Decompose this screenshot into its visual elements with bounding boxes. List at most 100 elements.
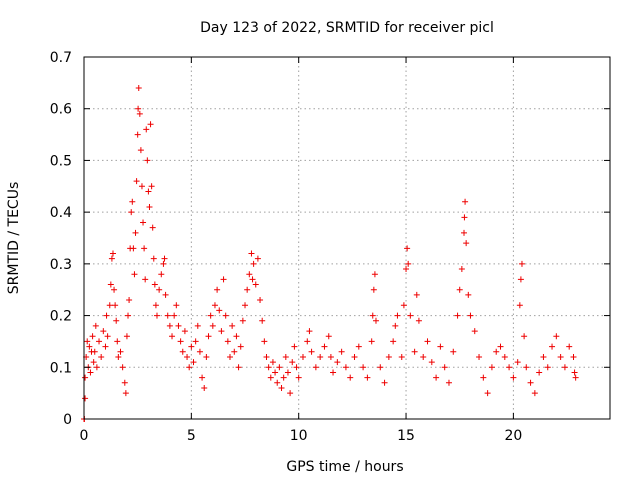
axis-ticks: 0 5 10 15 20 0 0.1 0.2 0.3 0.4 0.5 0.6 0.7 xyxy=(50,50,610,444)
data-point xyxy=(181,328,188,335)
data-point xyxy=(392,322,399,329)
data-point xyxy=(149,224,156,231)
data-point xyxy=(248,250,255,257)
data-point xyxy=(370,286,377,293)
data-point xyxy=(488,364,495,371)
data-points xyxy=(81,85,579,422)
data-point xyxy=(144,157,151,164)
data-point xyxy=(295,374,302,381)
data-point xyxy=(237,343,244,350)
data-point xyxy=(108,255,115,262)
data-point xyxy=(229,322,236,329)
y-tick-label: 0.5 xyxy=(50,153,72,169)
data-point xyxy=(347,374,354,381)
data-point xyxy=(484,390,491,397)
data-point xyxy=(293,364,300,371)
data-point xyxy=(521,333,528,340)
data-point xyxy=(312,364,319,371)
data-point xyxy=(117,348,124,355)
y-tick-label: 0.1 xyxy=(50,360,72,376)
data-point xyxy=(272,369,279,376)
data-point xyxy=(400,302,407,309)
data-point xyxy=(404,245,411,252)
data-point xyxy=(82,374,89,381)
data-point xyxy=(201,384,208,391)
data-point xyxy=(86,343,93,350)
y-tick-label: 0.7 xyxy=(50,50,72,66)
data-point xyxy=(106,302,113,309)
data-point xyxy=(82,395,89,402)
data-point xyxy=(131,271,138,278)
data-point xyxy=(458,266,465,273)
data-point xyxy=(104,333,111,340)
data-point xyxy=(411,348,418,355)
data-point xyxy=(161,255,168,262)
data-point xyxy=(441,364,448,371)
data-point xyxy=(190,359,197,366)
data-point xyxy=(142,276,149,283)
data-point xyxy=(517,276,524,283)
data-point xyxy=(369,312,376,319)
data-point xyxy=(162,291,169,298)
x-tick-label: 15 xyxy=(397,428,415,444)
data-point xyxy=(214,286,221,293)
data-point xyxy=(261,338,268,345)
data-point xyxy=(107,281,114,288)
data-point xyxy=(211,302,218,309)
data-point xyxy=(169,333,176,340)
y-axis-label: SRMTID / TECUs xyxy=(6,182,22,295)
data-point xyxy=(246,271,253,278)
data-point xyxy=(467,312,474,319)
data-point xyxy=(153,312,160,319)
data-point xyxy=(462,198,469,205)
data-point xyxy=(571,369,578,376)
data-point xyxy=(224,338,231,345)
data-point xyxy=(527,379,534,386)
data-point xyxy=(239,317,246,324)
data-point xyxy=(188,343,195,350)
data-point xyxy=(113,317,120,324)
data-point xyxy=(147,121,154,128)
data-point xyxy=(424,338,431,345)
data-point xyxy=(299,353,306,360)
data-point xyxy=(463,240,470,247)
data-point xyxy=(133,178,140,185)
data-point xyxy=(250,260,257,267)
x-axis-label: GPS time / hours xyxy=(286,459,403,475)
data-point xyxy=(360,364,367,371)
data-point xyxy=(222,312,229,319)
plot-frame xyxy=(83,56,611,420)
x-tick-label: 0 xyxy=(80,428,89,444)
data-point xyxy=(403,266,410,273)
data-point xyxy=(109,250,116,257)
data-point xyxy=(385,353,392,360)
data-point xyxy=(355,343,362,350)
data-point xyxy=(280,374,287,381)
data-point xyxy=(437,343,444,350)
data-point xyxy=(233,333,240,340)
data-point xyxy=(93,364,100,371)
data-point xyxy=(148,183,155,190)
data-point xyxy=(207,312,214,319)
data-point xyxy=(184,353,191,360)
data-point xyxy=(143,126,150,133)
data-point xyxy=(129,198,136,205)
data-point xyxy=(135,105,142,112)
data-point xyxy=(242,302,249,309)
data-point xyxy=(257,297,264,304)
x-tick-label: 20 xyxy=(504,428,522,444)
y-tick-label: 0.3 xyxy=(50,257,72,273)
data-point xyxy=(134,131,141,138)
data-point xyxy=(471,328,478,335)
data-point xyxy=(516,302,523,309)
data-point xyxy=(156,286,163,293)
data-point xyxy=(407,312,414,319)
data-point xyxy=(177,338,184,345)
data-point xyxy=(130,245,137,252)
grid-lines xyxy=(84,57,610,419)
data-point xyxy=(128,209,135,216)
data-point xyxy=(111,286,118,293)
data-point xyxy=(377,364,384,371)
data-point xyxy=(390,338,397,345)
x-tick-label: 10 xyxy=(290,428,308,444)
